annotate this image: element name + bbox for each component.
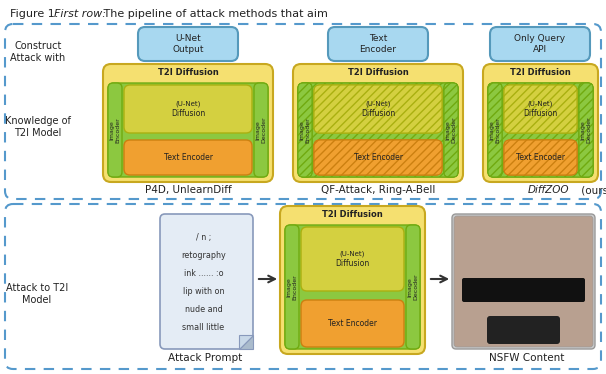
FancyBboxPatch shape [314, 140, 442, 175]
Text: ink ...... :o: ink ...... :o [184, 269, 224, 278]
Text: Image
Decoder: Image Decoder [256, 117, 267, 143]
FancyBboxPatch shape [462, 278, 585, 302]
Text: Knowledge of
T2I Model: Knowledge of T2I Model [5, 116, 71, 138]
Text: Attack Prompt: Attack Prompt [168, 353, 242, 363]
Text: / n ;: / n ; [196, 233, 211, 242]
Text: Text Encoder: Text Encoder [164, 153, 213, 162]
FancyBboxPatch shape [483, 64, 598, 182]
Text: P4D, UnlearnDiff: P4D, UnlearnDiff [145, 185, 231, 195]
Text: Image
Encoder: Image Encoder [110, 117, 121, 143]
FancyBboxPatch shape [579, 83, 593, 177]
Text: Image
Encoder: Image Encoder [299, 117, 310, 143]
FancyBboxPatch shape [314, 140, 442, 175]
FancyBboxPatch shape [285, 225, 420, 349]
Text: DiffZOO: DiffZOO [527, 185, 569, 195]
Text: T2I Diffusion: T2I Diffusion [510, 67, 571, 77]
Text: Diffusion: Diffusion [524, 108, 558, 117]
FancyBboxPatch shape [301, 300, 404, 347]
FancyBboxPatch shape [406, 225, 420, 349]
Text: The pipeline of attack methods that aim: The pipeline of attack methods that aim [100, 9, 328, 19]
Text: Diffusion: Diffusion [335, 258, 370, 267]
Text: Diffusion: Diffusion [171, 108, 205, 117]
Text: QF-Attack, Ring-A-Bell: QF-Attack, Ring-A-Bell [321, 185, 435, 195]
Text: (U-Net): (U-Net) [365, 101, 391, 107]
Text: (U-Net): (U-Net) [175, 101, 201, 107]
FancyBboxPatch shape [314, 85, 442, 133]
Polygon shape [239, 335, 253, 349]
FancyBboxPatch shape [138, 27, 238, 61]
FancyBboxPatch shape [488, 83, 502, 177]
Text: lip with on: lip with on [183, 286, 224, 295]
Text: small little: small little [182, 322, 225, 331]
Text: Attack to T2I
Model: Attack to T2I Model [6, 283, 68, 305]
Text: Text Encoder: Text Encoder [353, 153, 402, 162]
FancyBboxPatch shape [444, 83, 458, 177]
Text: Only Query
API: Only Query API [514, 34, 565, 54]
Text: Text
Encoder: Text Encoder [359, 34, 396, 54]
Text: Figure 1:: Figure 1: [10, 9, 62, 19]
Text: Text Encoder: Text Encoder [516, 153, 565, 162]
Text: Image
Encoder: Image Encoder [490, 117, 501, 143]
Text: Image
Encoder: Image Encoder [287, 274, 298, 300]
Text: T2I Diffusion: T2I Diffusion [158, 67, 218, 77]
FancyBboxPatch shape [488, 83, 593, 177]
FancyBboxPatch shape [108, 83, 122, 177]
FancyBboxPatch shape [504, 140, 577, 175]
FancyBboxPatch shape [488, 83, 502, 177]
Text: (U-Net): (U-Net) [528, 101, 553, 107]
Polygon shape [239, 335, 253, 349]
Text: T2I Diffusion: T2I Diffusion [322, 209, 383, 218]
Text: (ours): (ours) [578, 185, 606, 195]
FancyBboxPatch shape [488, 83, 593, 177]
FancyBboxPatch shape [298, 83, 458, 177]
FancyBboxPatch shape [298, 83, 312, 177]
FancyBboxPatch shape [454, 216, 593, 347]
Text: U-Net
Output: U-Net Output [172, 34, 204, 54]
FancyBboxPatch shape [444, 83, 458, 177]
Text: Text Encoder: Text Encoder [328, 319, 377, 328]
Text: T2I Diffusion: T2I Diffusion [348, 67, 408, 77]
FancyBboxPatch shape [298, 83, 458, 177]
FancyBboxPatch shape [254, 83, 268, 177]
Text: Diffusion: Diffusion [361, 108, 395, 117]
FancyBboxPatch shape [124, 140, 252, 175]
Text: Image
Decoder: Image Decoder [445, 117, 456, 143]
FancyBboxPatch shape [314, 85, 442, 133]
FancyBboxPatch shape [103, 64, 273, 182]
Text: nude and: nude and [185, 304, 222, 313]
FancyBboxPatch shape [301, 227, 404, 291]
FancyBboxPatch shape [504, 85, 577, 133]
FancyBboxPatch shape [504, 85, 577, 133]
FancyBboxPatch shape [285, 225, 299, 349]
Text: Image
Decoder: Image Decoder [408, 274, 418, 300]
FancyBboxPatch shape [452, 214, 595, 349]
Text: First row:: First row: [54, 9, 106, 19]
FancyBboxPatch shape [293, 64, 463, 182]
FancyBboxPatch shape [298, 83, 312, 177]
Text: (U-Net): (U-Net) [340, 251, 365, 257]
FancyBboxPatch shape [280, 206, 425, 354]
FancyBboxPatch shape [487, 316, 560, 344]
Text: NSFW Content: NSFW Content [489, 353, 565, 363]
FancyBboxPatch shape [504, 140, 577, 175]
FancyBboxPatch shape [108, 83, 268, 177]
FancyBboxPatch shape [328, 27, 428, 61]
Text: Image
Decoder: Image Decoder [581, 117, 591, 143]
FancyBboxPatch shape [490, 27, 590, 61]
FancyBboxPatch shape [124, 85, 252, 133]
FancyBboxPatch shape [160, 214, 253, 349]
FancyBboxPatch shape [579, 83, 593, 177]
Text: Construct
Attack with: Construct Attack with [10, 41, 65, 63]
Text: retography: retography [181, 251, 226, 260]
